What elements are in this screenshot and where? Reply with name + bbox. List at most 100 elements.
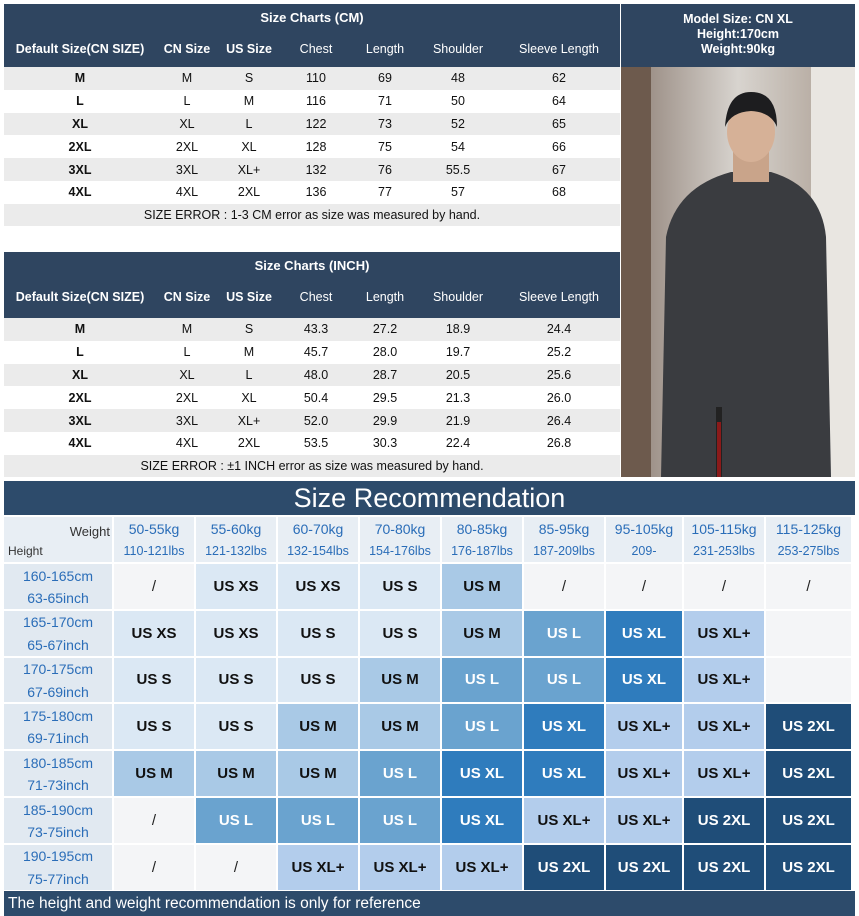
column-header: CN Size	[163, 42, 211, 56]
weight-lbs: 187-209lbs	[524, 540, 604, 562]
table-cell: 43.3	[303, 322, 329, 337]
table-cell: 128	[305, 139, 327, 154]
table-cell: XL	[72, 116, 88, 131]
table-cell: 73	[378, 116, 392, 131]
table-note: SIZE ERROR : 1-3 CM error as size was me…	[4, 204, 620, 226]
table-cell: 4XL	[175, 185, 199, 200]
table-title: Size Charts (CM)	[260, 9, 364, 25]
table-cell: 71	[378, 94, 392, 109]
size-cell: US L	[442, 657, 522, 703]
size-cell: US XL	[524, 751, 604, 796]
table-cell: XL+	[237, 162, 261, 177]
table-cell: XL	[179, 367, 195, 382]
size-cell: US 2XL	[606, 844, 682, 890]
table-cell: M	[243, 94, 255, 109]
size-cell: US S	[360, 610, 440, 656]
table-cell: 26.8	[546, 436, 572, 451]
height-inch: 63-65inch	[4, 587, 112, 609]
table-cell: L	[245, 116, 253, 131]
table-row-bg	[4, 89, 620, 113]
table-cell: M	[74, 322, 86, 337]
table-row-bg	[4, 67, 620, 90]
size-cell: US 2XL	[766, 798, 851, 843]
column-header: Sleeve Length	[519, 290, 599, 304]
table-cell: S	[244, 322, 254, 337]
table-cell: 122	[305, 116, 327, 131]
size-cell: US M	[278, 704, 358, 750]
height-inch: 67-69inch	[4, 681, 112, 703]
table-cell: 52.0	[303, 413, 329, 428]
table-cell: 45.7	[303, 345, 329, 360]
size-cell: US XL	[442, 798, 522, 843]
size-cell: US XL	[606, 657, 682, 703]
height-cm: 160-165cm	[4, 564, 112, 588]
table-title: Size Charts (INCH)	[254, 257, 370, 273]
size-cell: US XL+	[606, 751, 682, 796]
size-cell: US L	[278, 798, 358, 843]
weight-kg: 70-80kg	[360, 517, 440, 540]
size-cell: US XS	[278, 564, 358, 609]
size-cell: US L	[360, 751, 440, 796]
weight-lbs: 121-132lbs	[196, 540, 276, 562]
size-cell: US M	[114, 751, 194, 796]
table-header-bg	[4, 4, 620, 70]
weight-kg: 60-70kg	[278, 517, 358, 540]
table-cell: XL	[72, 367, 88, 382]
height-inch: 69-71inch	[4, 727, 112, 750]
column-header: Default Size(CN SIZE)	[15, 290, 145, 304]
size-cell: US XL+	[360, 844, 440, 890]
weight-kg: 80-85kg	[442, 517, 522, 540]
size-cell: /	[196, 844, 276, 890]
table-cell: L	[76, 345, 84, 360]
height-cm: 175-180cm	[4, 704, 112, 728]
table-row-bg	[4, 363, 620, 387]
height-inch: 73-75inch	[4, 821, 112, 843]
table-cell: 21.3	[445, 390, 471, 405]
weight-lbs: 132-154lbs	[278, 540, 358, 562]
column-header: Chest	[299, 42, 333, 56]
table-cell: 110	[306, 71, 326, 86]
table-cell: M	[74, 71, 86, 86]
table-row-bg	[4, 181, 620, 204]
table-cell: L	[76, 94, 84, 109]
weight-lbs: 110-121lbs	[114, 540, 194, 562]
table-cell: 2XL	[68, 139, 92, 154]
model-info: Model Size: CN XL	[683, 11, 793, 26]
model-bg	[621, 4, 855, 67]
weight-kg: 105-115kg	[684, 517, 764, 540]
rec-title: Size Recommendation	[4, 481, 855, 515]
table-row-bg	[4, 158, 620, 181]
column-header: Length	[365, 290, 405, 304]
table-cell: 2XL	[68, 390, 92, 405]
column-header: US Size	[226, 42, 272, 56]
rec-note: The height and weight recommendation is …	[4, 891, 855, 916]
height-inch: 75-77inch	[4, 868, 112, 890]
size-cell: US S	[196, 657, 276, 703]
size-cell: US M	[442, 564, 522, 609]
table-row-bg	[4, 386, 620, 410]
weight-lbs: 176-187lbs	[442, 540, 522, 562]
height-inch: 71-73inch	[4, 774, 112, 796]
table-cell: XL	[241, 139, 257, 154]
size-cell: US XL+	[684, 657, 764, 703]
weight-lbs: 253-275lbs	[766, 540, 851, 562]
weight-kg: 95-105kg	[606, 517, 682, 540]
size-cell	[766, 610, 851, 656]
table-cell: 26.0	[546, 390, 572, 405]
table-cell: 28.0	[372, 345, 398, 360]
size-cell: US XS	[196, 610, 276, 656]
column-header: US Size	[226, 290, 272, 304]
size-cell: US XL+	[278, 844, 358, 890]
table-cell: 29.5	[372, 390, 398, 405]
weight-lbs: 154-176lbs	[360, 540, 440, 562]
table-header-bg	[4, 252, 620, 318]
column-header: Default Size(CN SIZE)	[15, 42, 145, 56]
table-cell: 69	[378, 71, 392, 86]
table-cell: M	[181, 71, 193, 86]
table-cell: M	[181, 322, 193, 337]
size-cell: US S	[278, 610, 358, 656]
table-cell: 21.9	[445, 413, 471, 428]
table-cell: 2XL	[237, 185, 261, 200]
table-cell: 27.2	[372, 322, 398, 337]
height-label: Height	[8, 544, 43, 558]
